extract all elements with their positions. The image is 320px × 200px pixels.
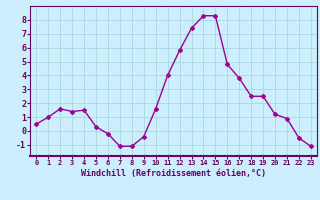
X-axis label: Windchill (Refroidissement éolien,°C): Windchill (Refroidissement éolien,°C) [81,169,266,178]
